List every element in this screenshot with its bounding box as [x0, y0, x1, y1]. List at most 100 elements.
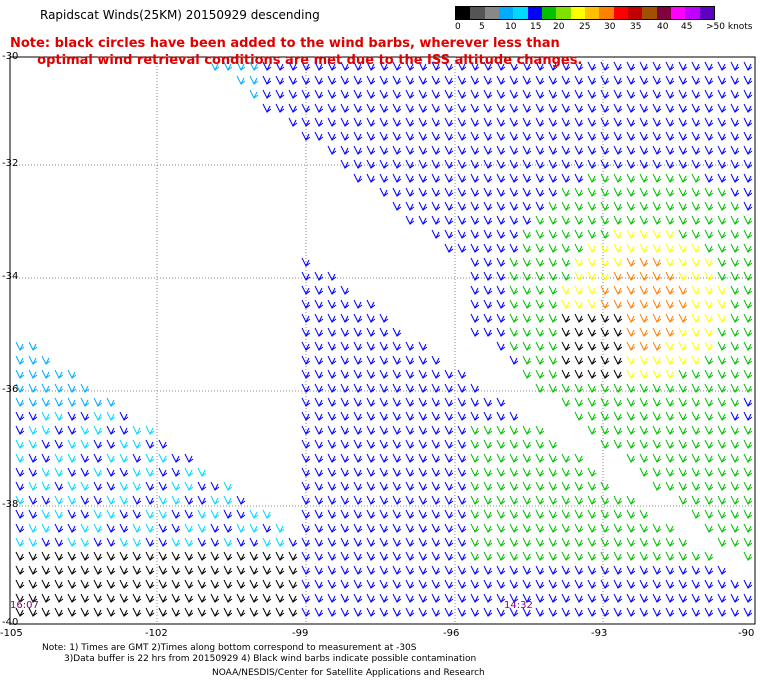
wind-barb: [730, 593, 740, 604]
wind-barb: [626, 411, 636, 422]
wind-barb: [379, 131, 389, 142]
wind-barb: [418, 383, 428, 394]
wind-barb: [587, 481, 597, 492]
wind-barb: [457, 467, 467, 478]
wind-barb: [132, 439, 142, 450]
wind-barb: [509, 299, 519, 310]
wind-barb: [600, 243, 610, 254]
wind-barb: [327, 369, 337, 380]
wind-barb: [509, 159, 519, 170]
wind-barb: [340, 313, 350, 324]
wind-barb: [444, 579, 454, 590]
wind-barb: [509, 271, 519, 282]
wind-barb: [496, 551, 506, 562]
wind-barb: [444, 383, 454, 394]
wind-barb: [717, 159, 727, 170]
wind-barb: [119, 607, 129, 618]
wind-barb: [561, 369, 571, 380]
wind-barb: [405, 369, 415, 380]
wind-barb: [665, 383, 675, 394]
wind-barb: [743, 509, 753, 520]
wind-barb: [327, 61, 337, 72]
wind-barb: [184, 593, 194, 604]
wind-barb: [522, 523, 532, 534]
wind-barb: [158, 481, 168, 492]
wind-barb: [496, 299, 506, 310]
wind-barb: [665, 187, 675, 198]
wind-barb: [639, 593, 649, 604]
wind-barb: [93, 481, 103, 492]
wind-barb: [314, 89, 324, 100]
wind-barb: [80, 579, 90, 590]
wind-barb: [80, 383, 90, 394]
wind-barb: [470, 215, 480, 226]
wind-barb: [574, 299, 584, 310]
wind-barb: [41, 551, 51, 562]
wind-barb: [353, 439, 363, 450]
wind-barb: [236, 75, 246, 86]
wind-barb: [28, 509, 38, 520]
wind-barb: [678, 313, 688, 324]
wind-barb: [626, 61, 636, 72]
wind-barb: [470, 229, 480, 240]
wind-barb: [548, 523, 558, 534]
wind-barb: [41, 453, 51, 464]
wind-barb: [314, 341, 324, 352]
wind-barb: [561, 537, 571, 548]
wind-barb: [184, 579, 194, 590]
wind-barb: [587, 299, 597, 310]
wind-barb: [444, 537, 454, 548]
wind-barb: [314, 607, 324, 618]
wind-barb: [145, 593, 155, 604]
wind-barb: [678, 159, 688, 170]
wind-barb: [691, 593, 701, 604]
wind-barb: [392, 439, 402, 450]
wind-barb: [366, 383, 376, 394]
wind-barb: [80, 453, 90, 464]
wind-barb: [41, 383, 51, 394]
wind-barb: [431, 565, 441, 576]
wind-barb: [522, 593, 532, 604]
wind-barb: [93, 453, 103, 464]
wind-barb: [444, 565, 454, 576]
wind-barb: [626, 383, 636, 394]
wind-barb: [457, 117, 467, 128]
wind-barb: [717, 565, 727, 576]
wind-barb: [561, 355, 571, 366]
wind-barb: [340, 593, 350, 604]
wind-barb: [54, 607, 64, 618]
wind-barb: [717, 383, 727, 394]
wind-barb: [613, 341, 623, 352]
wind-barb: [353, 159, 363, 170]
wind-barb: [93, 509, 103, 520]
wind-barb: [327, 327, 337, 338]
wind-barb: [496, 425, 506, 436]
wind-barb: [223, 509, 233, 520]
wind-barb: [28, 383, 38, 394]
wind-barb: [678, 411, 688, 422]
wind-barb: [561, 89, 571, 100]
wind-barb: [743, 551, 753, 562]
wind-barb: [275, 103, 285, 114]
color-scale-labels: 0 5 10 15 20 25 30 35 40 45 >50 knots: [455, 20, 755, 34]
wind-barb: [366, 131, 376, 142]
wind-barb: [444, 523, 454, 534]
wind-barb: [704, 271, 714, 282]
wind-barb: [41, 397, 51, 408]
wind-barb: [678, 103, 688, 114]
wind-barb: [522, 173, 532, 184]
wind-barb: [132, 481, 142, 492]
wind-barb: [340, 523, 350, 534]
wind-barb: [626, 131, 636, 142]
wind-barb: [67, 579, 77, 590]
wind-barb: [613, 397, 623, 408]
wind-barb: [652, 383, 662, 394]
wind-barb: [15, 579, 25, 590]
wind-barb: [678, 215, 688, 226]
wind-barb: [457, 159, 467, 170]
wind-barb: [314, 369, 324, 380]
wind-barb: [652, 565, 662, 576]
wind-barb: [470, 607, 480, 618]
wind-barb: [145, 523, 155, 534]
wind-barb: [509, 117, 519, 128]
